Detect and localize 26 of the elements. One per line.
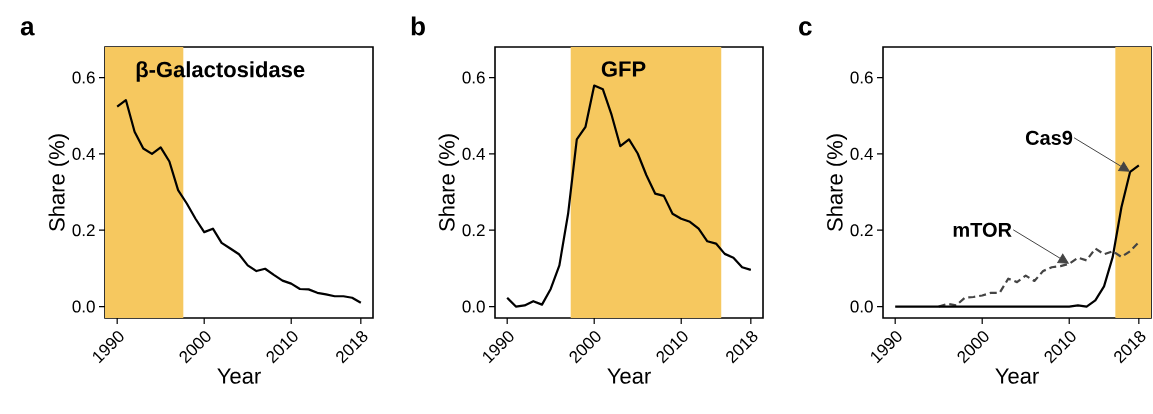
y-axis-title: Share (%) bbox=[48, 134, 70, 232]
y-tick-label: 0.4 bbox=[72, 147, 95, 160]
y-tick-label: 0.2 bbox=[850, 224, 873, 237]
y-tick-label: 0.6 bbox=[850, 71, 873, 84]
text: mTOR bbox=[953, 222, 1012, 237]
text: Cas9 bbox=[1025, 130, 1073, 145]
y-tick-label: 0.0 bbox=[462, 300, 485, 313]
y-tick-label: 0.4 bbox=[850, 147, 873, 160]
x-axis-title: Year bbox=[995, 368, 1039, 384]
chart-title: b bbox=[411, 16, 425, 36]
y-tick-label: 0.4 bbox=[462, 147, 485, 160]
y-axis-title: Share (%) bbox=[826, 134, 848, 232]
y-axis-title: Share (%) bbox=[438, 134, 460, 232]
y-tick-label: 0.6 bbox=[462, 71, 485, 84]
y-tick-label: 0.2 bbox=[72, 224, 95, 237]
y-tick-label: 0.2 bbox=[462, 224, 485, 237]
band-label: GFP bbox=[601, 61, 646, 77]
x-axis-title: Year bbox=[217, 368, 261, 384]
chart-title: a bbox=[20, 21, 35, 36]
y-tick-label: 0.6 bbox=[72, 71, 95, 84]
y-tick-label: 0.0 bbox=[850, 300, 873, 313]
chart-title: c bbox=[799, 21, 812, 36]
line-series bbox=[506, 84, 752, 308]
line-series bbox=[116, 98, 362, 304]
x-axis-title: Year bbox=[607, 368, 651, 384]
y-tick-label: 0.0 bbox=[72, 300, 95, 313]
